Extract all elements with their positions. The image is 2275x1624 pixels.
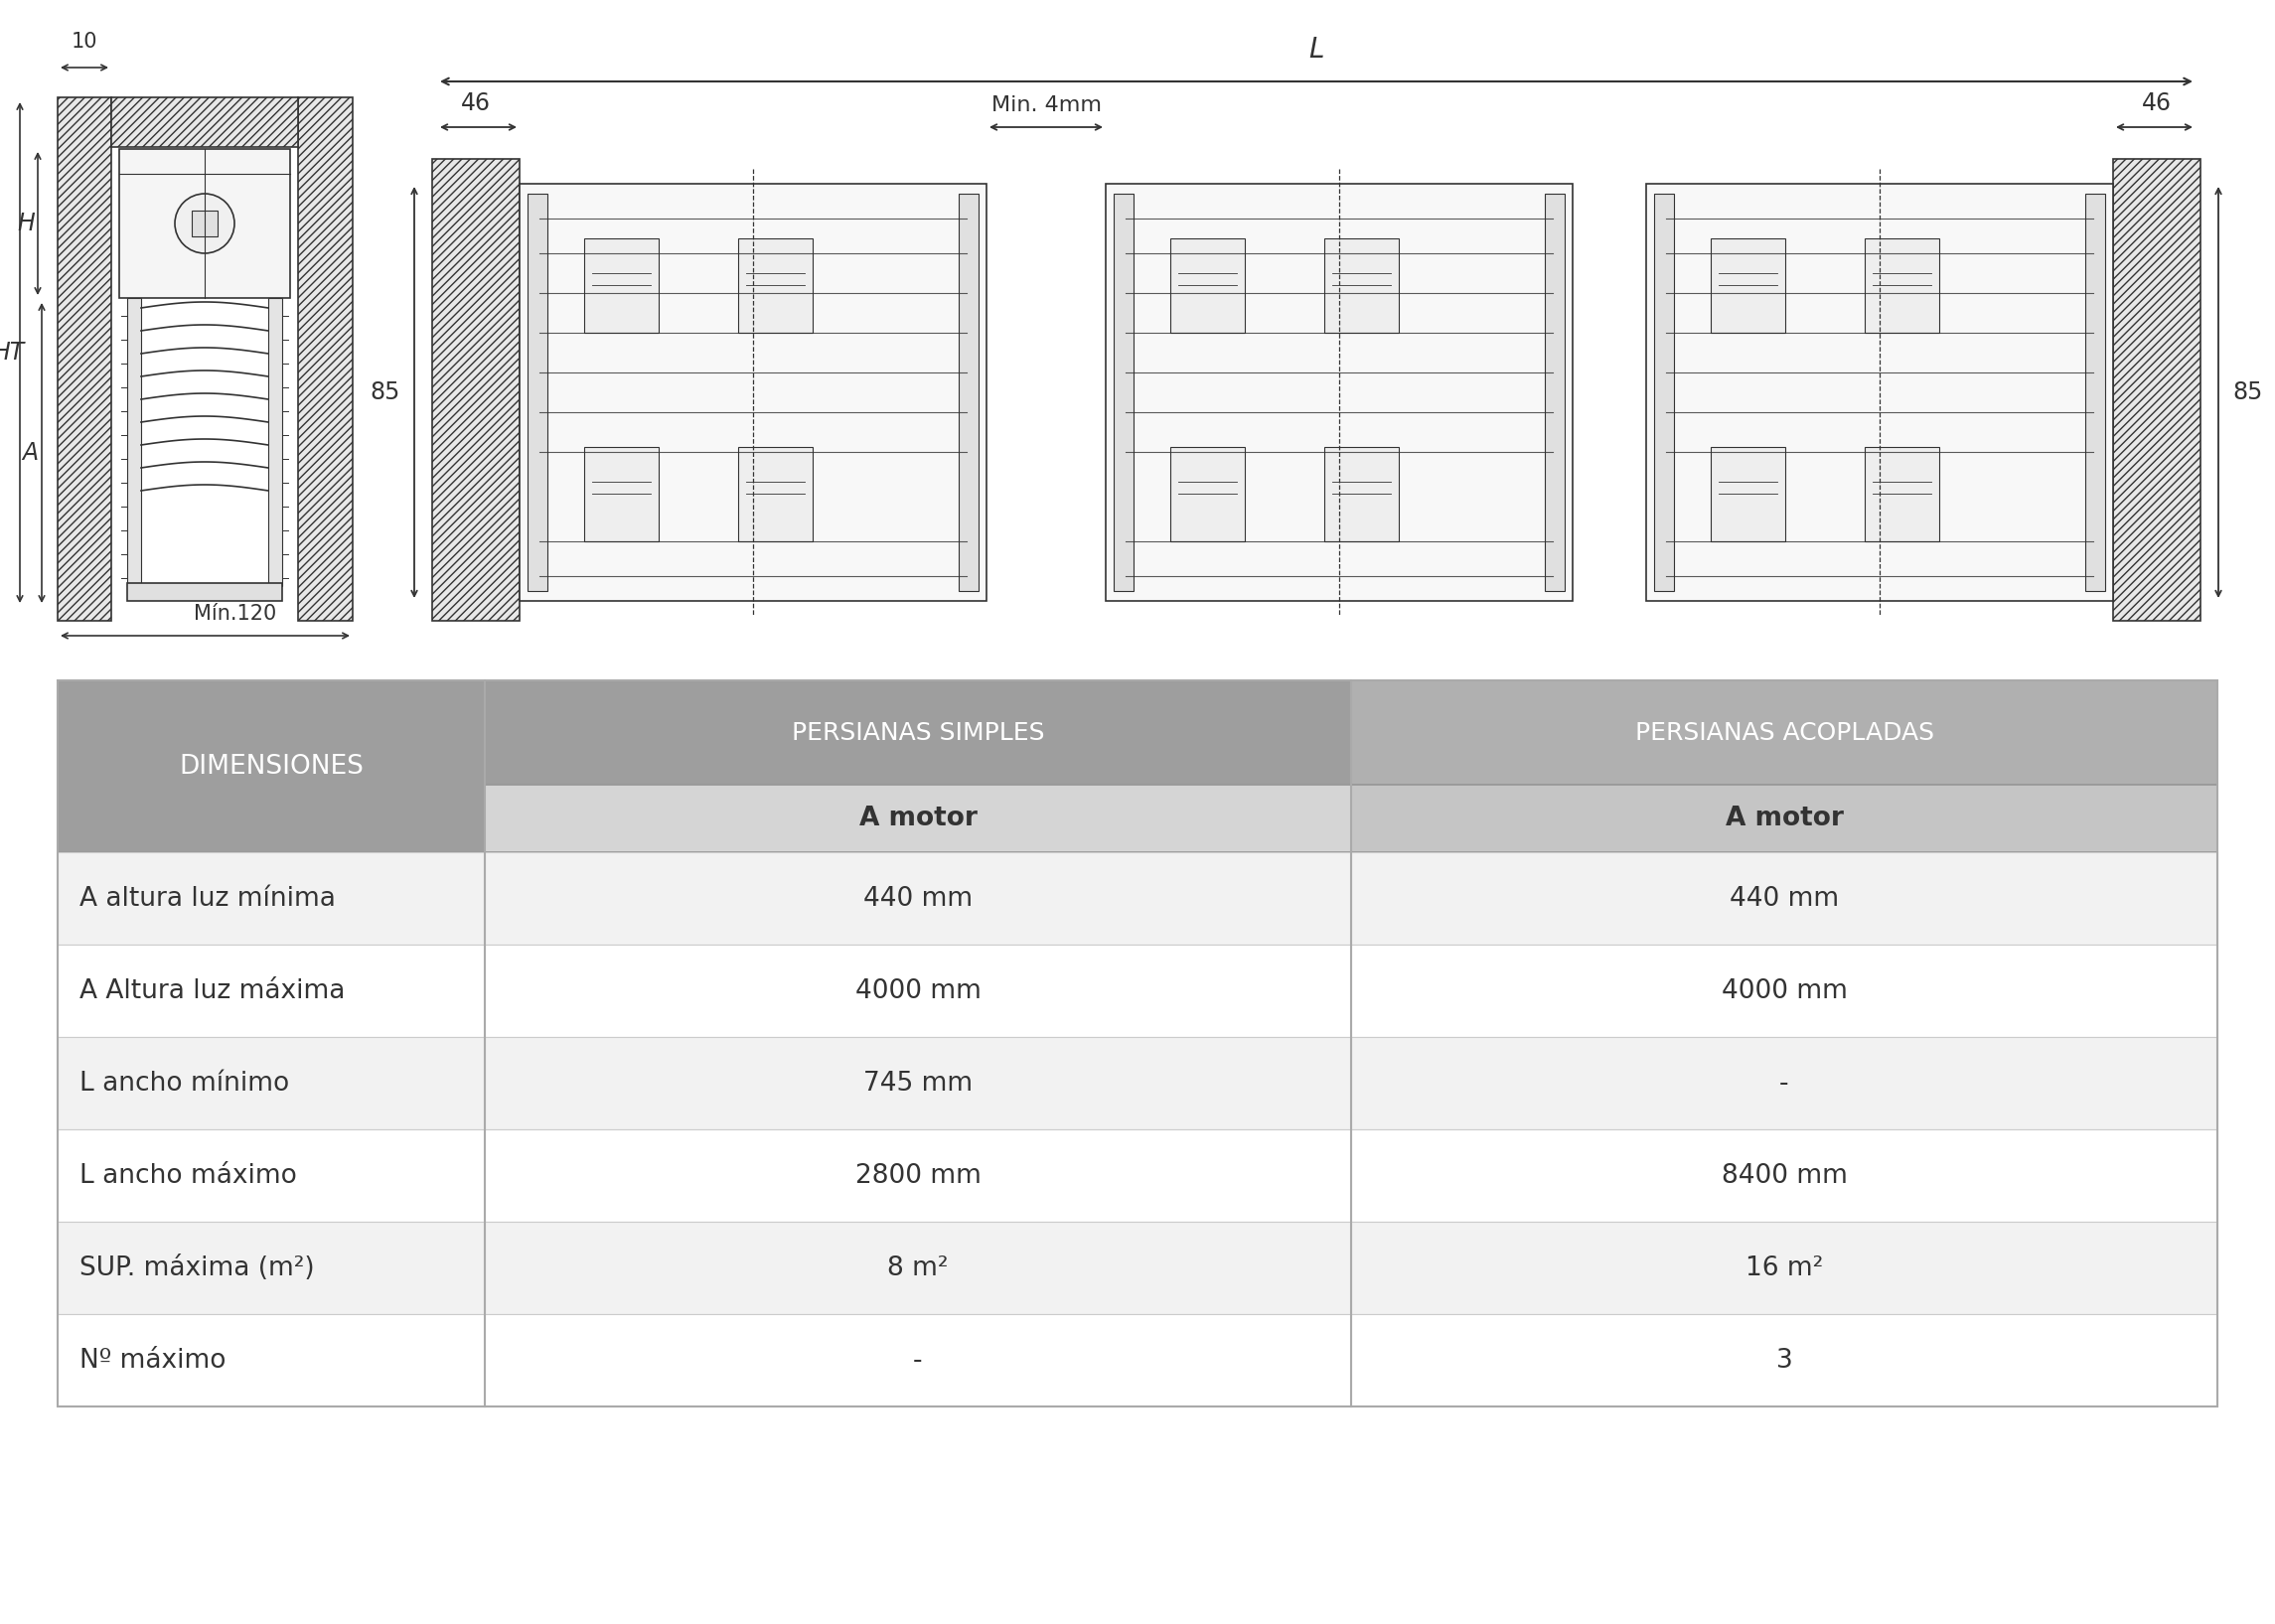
Bar <box>1866 447 1938 541</box>
Text: 16 m²: 16 m² <box>1745 1255 1822 1281</box>
Text: 2800 mm: 2800 mm <box>855 1163 981 1189</box>
Text: A motor: A motor <box>860 806 976 831</box>
Bar <box>585 239 660 333</box>
Circle shape <box>175 193 234 253</box>
Bar <box>485 1221 1351 1314</box>
Bar <box>1324 447 1399 541</box>
Bar <box>1169 239 1244 333</box>
Bar <box>485 1129 1351 1221</box>
Text: Min. 4mm: Min. 4mm <box>992 96 1101 115</box>
Bar <box>127 297 141 586</box>
Text: 4000 mm: 4000 mm <box>855 978 981 1004</box>
Bar <box>1169 447 1244 541</box>
Bar <box>1106 184 1572 601</box>
Bar <box>1711 239 1786 333</box>
Text: A: A <box>23 442 39 464</box>
Text: 440 mm: 440 mm <box>862 885 974 911</box>
Text: L ancho máximo: L ancho máximo <box>80 1163 298 1189</box>
Bar <box>528 193 548 591</box>
Text: 8 m²: 8 m² <box>887 1255 949 1281</box>
Bar <box>1545 193 1565 591</box>
Bar <box>485 1314 1351 1406</box>
Bar <box>57 1038 485 1129</box>
Bar <box>111 97 298 148</box>
Text: L: L <box>1308 36 1324 63</box>
Text: PERSIANAS SIMPLES: PERSIANAS SIMPLES <box>792 721 1044 744</box>
Bar <box>1711 447 1786 541</box>
Bar <box>737 447 812 541</box>
Text: A motor: A motor <box>1724 806 1843 831</box>
Bar <box>57 680 2218 1406</box>
Text: -: - <box>912 1348 924 1374</box>
Bar <box>485 1038 1351 1129</box>
Bar <box>958 193 978 591</box>
Text: PERSIANAS ACOPLADAS: PERSIANAS ACOPLADAS <box>1636 721 1934 744</box>
Bar <box>1351 680 2218 784</box>
Bar <box>737 239 812 333</box>
Bar <box>485 945 1351 1038</box>
Bar <box>191 211 218 237</box>
Bar <box>1351 1221 2218 1314</box>
Bar <box>432 159 519 620</box>
Bar <box>485 784 1351 853</box>
Text: Mín.120: Mín.120 <box>193 604 275 624</box>
Bar <box>1351 1129 2218 1221</box>
Bar <box>298 97 353 620</box>
Text: 4000 mm: 4000 mm <box>1722 978 1847 1004</box>
Bar <box>57 853 485 945</box>
Bar <box>57 1221 485 1314</box>
Bar <box>1647 184 2113 601</box>
Text: 745 mm: 745 mm <box>862 1070 974 1096</box>
Text: Nº máximo: Nº máximo <box>80 1348 225 1374</box>
Text: 85: 85 <box>371 380 400 404</box>
Text: 85: 85 <box>2232 380 2261 404</box>
Bar <box>57 680 485 853</box>
Bar <box>519 184 987 601</box>
Text: A Altura luz máxima: A Altura luz máxima <box>80 978 346 1004</box>
Bar <box>1351 1038 2218 1129</box>
Text: 10: 10 <box>71 32 98 52</box>
Bar <box>1351 784 2218 853</box>
Bar <box>127 583 282 601</box>
Text: 440 mm: 440 mm <box>1729 885 1838 911</box>
Bar <box>57 1129 485 1221</box>
Text: HT: HT <box>0 341 25 364</box>
Bar <box>2113 159 2200 620</box>
Bar <box>2086 193 2104 591</box>
Bar <box>1351 853 2218 945</box>
Text: 8400 mm: 8400 mm <box>1722 1163 1847 1189</box>
Bar <box>1866 239 1938 333</box>
Bar <box>485 853 1351 945</box>
Text: 3: 3 <box>1777 1348 1793 1374</box>
Text: 46: 46 <box>462 91 491 115</box>
Text: -: - <box>1779 1070 1788 1096</box>
Text: L ancho mínimo: L ancho mínimo <box>80 1070 289 1096</box>
Bar <box>57 1314 485 1406</box>
Text: H: H <box>16 211 34 235</box>
Text: SUP. máxima (m²): SUP. máxima (m²) <box>80 1255 314 1281</box>
Bar <box>57 945 485 1038</box>
Bar <box>1351 945 2218 1038</box>
Bar <box>268 297 282 586</box>
Bar <box>118 149 291 297</box>
Text: A altura luz mínima: A altura luz mínima <box>80 885 337 911</box>
Bar <box>1115 193 1133 591</box>
Text: 46: 46 <box>2141 91 2173 115</box>
Bar <box>485 680 1351 784</box>
Bar <box>1654 193 1674 591</box>
Bar <box>57 97 111 620</box>
Bar <box>585 447 660 541</box>
Text: DIMENSIONES: DIMENSIONES <box>180 754 364 780</box>
Bar <box>1324 239 1399 333</box>
Bar <box>1351 1314 2218 1406</box>
